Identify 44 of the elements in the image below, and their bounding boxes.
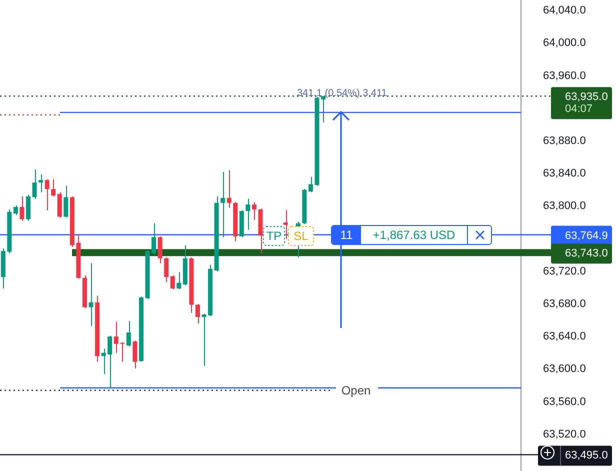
ref-line-label: 63,495.0: [565, 450, 608, 462]
candlestick: [44, 178, 50, 211]
candlestick: [170, 274, 175, 290]
y-tick-label: 63,960.0: [543, 70, 586, 82]
annotation: Open: [341, 383, 371, 398]
y-tick-label: 63,560.0: [543, 396, 586, 408]
ref-line-label: 63,764.9: [565, 230, 608, 242]
annotation: SL: [294, 228, 309, 243]
annotation: 11: [332, 226, 361, 244]
candlestick: [132, 340, 138, 369]
y-tick-label: 63,880.0: [543, 135, 586, 148]
annotation: 341.1 (0.54%) 3,411: [297, 88, 388, 99]
candlestick: [226, 170, 232, 208]
y-tick-label: 64,000.0: [543, 37, 586, 50]
y-tick-label: 63,800.0: [543, 200, 586, 212]
candlestick: [20, 196, 24, 222]
candlestick: [158, 236, 162, 264]
y-tick-label: 63,600.0: [543, 363, 586, 376]
ref-line-label: 63,935.0 04:07: [565, 91, 608, 116]
candlestick: [38, 174, 44, 193]
candlestick: [32, 168, 37, 200]
candlestick: [88, 262, 94, 326]
y-tick-label: 63,840.0: [543, 168, 586, 180]
candlestick: [51, 178, 56, 197]
candlestick: [195, 303, 200, 324]
candlestick: [176, 272, 182, 290]
candlestick: [57, 192, 62, 218]
annotation: +1,867.63 USD: [372, 228, 456, 242]
y-tick-label: 63,720.0: [543, 265, 586, 278]
y-tick-label: 63,520.0: [543, 428, 586, 440]
candlestick: [64, 185, 68, 218]
candlestick: [246, 198, 250, 230]
y-tick-label: 63,680.0: [543, 298, 586, 310]
y-tick-label: 63,640.0: [543, 330, 586, 343]
annotation: TP: [266, 228, 282, 243]
y-tick-label: 64,040.0: [543, 4, 586, 17]
candlestick: [220, 171, 226, 238]
ref-line-label: 63,743.0: [565, 248, 608, 260]
candlestick: [164, 257, 169, 282]
candlestick: [13, 204, 18, 216]
candlestick: [283, 210, 288, 240]
candlestick: [26, 194, 31, 222]
candlestick: [126, 320, 131, 347]
candlestick: [252, 202, 256, 221]
